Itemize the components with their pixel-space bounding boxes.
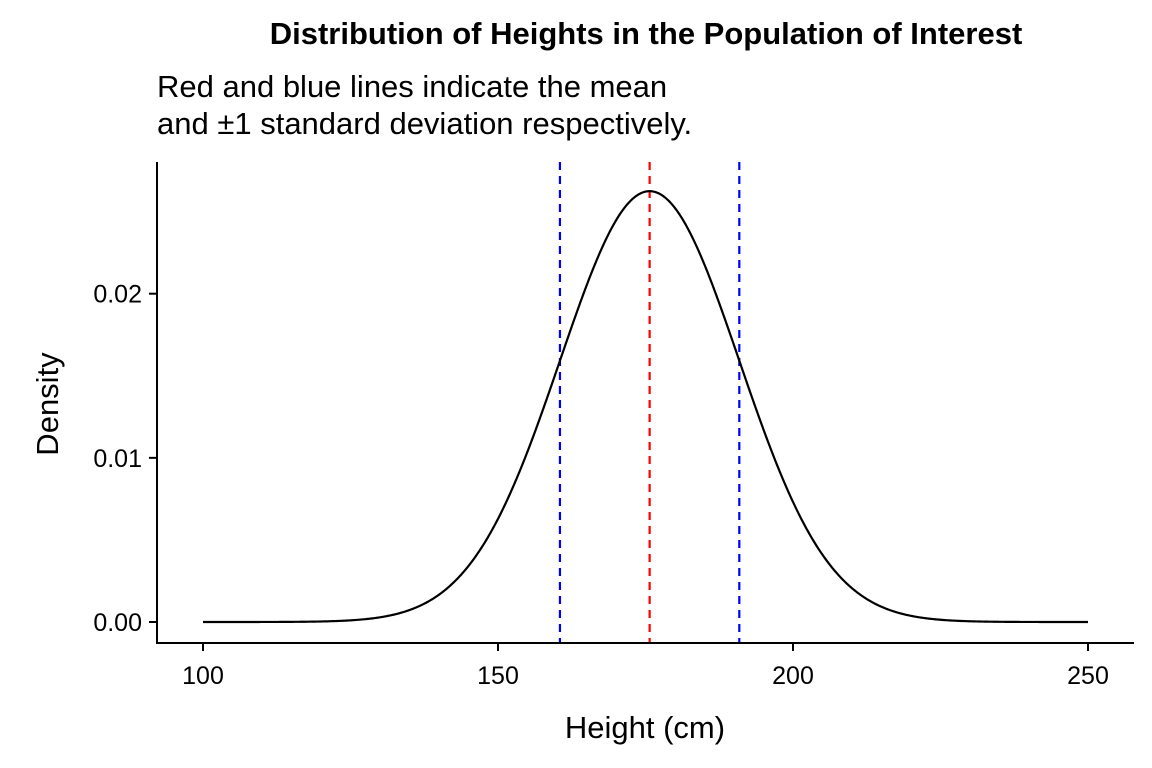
x-axis-label: Height (cm) [565, 710, 725, 745]
chart-title: Distribution of Heights in the Populatio… [269, 16, 1023, 51]
x-axis-ticks: 100 150 200 250 [182, 643, 1109, 690]
y-tick-label: 0.00 [93, 609, 142, 637]
subtitle-line-1: Red and blue lines indicate the mean [157, 69, 668, 104]
x-tick-label: 250 [1067, 662, 1109, 690]
density-curve [203, 190, 1088, 624]
reference-lines [558, 162, 741, 643]
chart-subtitle: Red and blue lines indicate the mean and… [157, 68, 1057, 142]
y-axis-ticks: 0.00 0.01 0.02 [93, 281, 157, 637]
y-tick-label: 0.01 [93, 445, 142, 473]
y-axis-label: Density [30, 352, 65, 456]
x-tick-label: 150 [477, 662, 519, 690]
subtitle-line-2: and ±1 standard deviation respectively. [157, 106, 693, 141]
x-tick-label: 200 [772, 662, 814, 690]
y-tick-label: 0.02 [93, 281, 142, 309]
x-tick-label: 100 [182, 662, 224, 690]
